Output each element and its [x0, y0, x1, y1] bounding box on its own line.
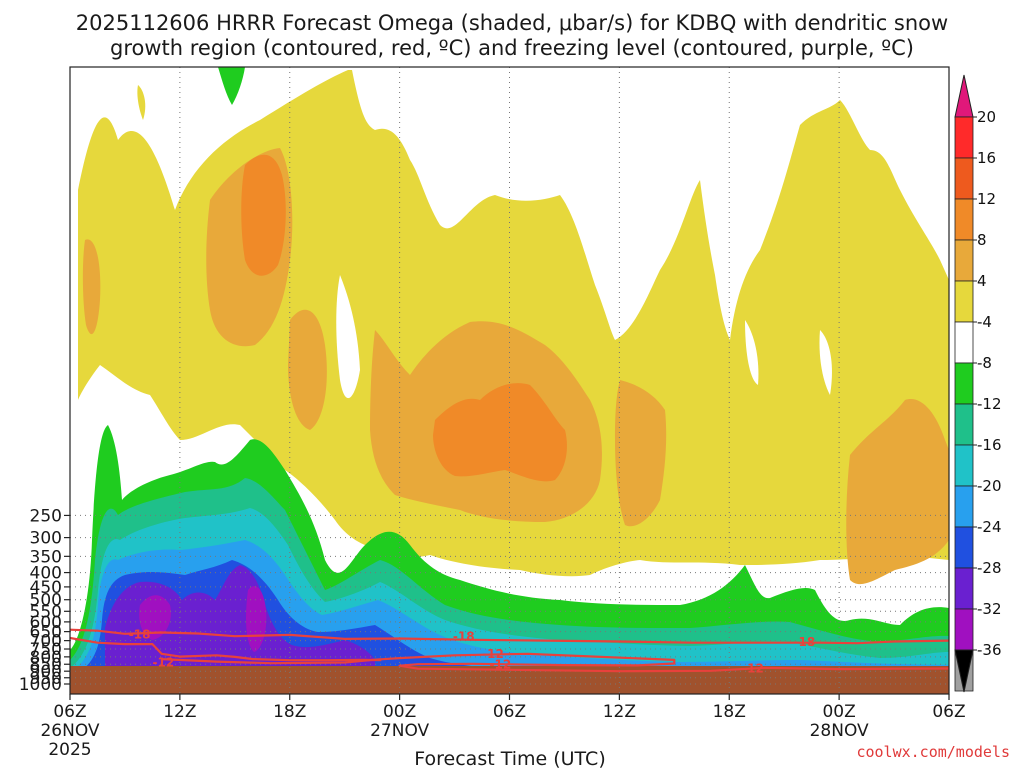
colorbar-label: 4	[977, 272, 987, 290]
colorbar-swatch	[954, 321, 974, 364]
y-tick-label: 850	[30, 655, 62, 675]
colorbar-label: -28	[977, 559, 1002, 577]
colorbar-label: -32	[977, 600, 1002, 618]
chart-title-line1: 2025112606 HRRR Forecast Omega (shaded, …	[76, 11, 948, 35]
colorbar-swatch	[954, 608, 974, 651]
y-tick-label: 400	[30, 564, 62, 584]
colorbar: 20 16 12 8 4 -4 -8 -12 -16 -20 -24 -28 -32 -36	[954, 74, 1002, 693]
x-tick-date: 28NOV	[810, 721, 869, 741]
contours	[70, 628, 949, 673]
contour-label: -12	[742, 661, 764, 675]
y-tick-label: 500	[30, 591, 62, 611]
y-tick-label: 1000	[19, 675, 62, 695]
colorbar-label: -4	[977, 313, 992, 331]
x-tick-date: 26NOV	[40, 721, 99, 741]
y-tick-label: 800	[30, 648, 62, 668]
colorbar-label: 16	[977, 149, 996, 167]
x-tick-label: 12Z	[163, 702, 196, 722]
y-tick-label: 900	[30, 662, 62, 682]
y-tick-label: 450	[30, 578, 62, 598]
y-tick-label: 550	[30, 602, 62, 622]
y-tick-label: 250	[30, 506, 62, 526]
x-tick-year: 2025	[48, 740, 91, 760]
y-tick-label: 350	[30, 547, 62, 567]
colorbar-swatch	[954, 526, 974, 569]
colorbar-swatch	[954, 116, 974, 159]
colorbar-top-arrow	[954, 74, 974, 118]
colorbar-label: -20	[977, 477, 1002, 495]
omega-region-4-8-left	[78, 70, 949, 577]
colorbar-label: 20	[977, 108, 996, 126]
colorbar-swatch	[954, 444, 974, 487]
x-axis-title: Forecast Time (UTC)	[414, 748, 605, 768]
colorbar-label: -24	[977, 518, 1002, 536]
contour-label: -12	[153, 656, 175, 670]
x-tick-label: 06Z	[493, 702, 526, 722]
omega-region-neg24-neg28	[105, 565, 375, 694]
x-tick-label: 06Z	[932, 702, 965, 722]
y-tick-label: 950	[30, 669, 62, 689]
colorbar-label: -36	[977, 641, 1002, 659]
x-tick-label: 00Z	[383, 702, 416, 722]
contour-line--18C	[70, 628, 949, 645]
contour-label: -18	[453, 630, 475, 644]
y-tick-label: 650	[30, 623, 62, 643]
omega-region-12-16	[241, 154, 567, 482]
credit-text: coolwx.com/models	[856, 743, 1010, 761]
chart-title-line2: growth region (contoured, red, ºC) and f…	[110, 36, 914, 60]
y-axis: 250 3003504004505005506006507007508008509…	[19, 506, 70, 695]
contour-label: -18	[793, 635, 815, 649]
contour-line--12C	[161, 652, 949, 673]
colorbar-label: 12	[977, 190, 996, 208]
y-tick-label: 700	[30, 632, 62, 652]
colorbar-swatch	[954, 198, 974, 241]
colorbar-swatch	[954, 239, 974, 282]
y-tick-label: 750	[30, 640, 62, 660]
contour-line--18C-lower	[70, 636, 382, 662]
colorbar-swatch	[954, 280, 974, 323]
y-tick-label: 600	[30, 613, 62, 633]
colorbar-bottom-arrow	[954, 649, 974, 693]
x-tick-date: 27NOV	[370, 721, 429, 741]
y-tick-label: 300	[30, 529, 62, 549]
contour-label: -12	[490, 658, 512, 672]
x-tick-label: 06Z	[53, 702, 86, 722]
x-tick-label: 18Z	[273, 702, 306, 722]
colorbar-label: -12	[977, 395, 1002, 413]
contour-label: -18	[129, 627, 151, 641]
colorbar-swatch	[954, 403, 974, 446]
colorbar-swatch	[954, 567, 974, 610]
omega-region-8-12	[82, 148, 949, 585]
x-tick-label: 18Z	[713, 702, 746, 722]
x-tick-label: 00Z	[822, 702, 855, 722]
colorbar-label: -16	[977, 436, 1002, 454]
contour-label: -12	[482, 647, 504, 661]
colorbar-swatch	[954, 362, 974, 405]
x-tick-label: 12Z	[603, 702, 636, 722]
colorbar-swatch	[954, 157, 974, 200]
colorbar-label: -8	[977, 354, 992, 372]
colorbar-swatch	[954, 485, 974, 528]
colorbar-label: 8	[977, 231, 987, 249]
contour-labels: -18 -18 -18-12-12-12 -12	[129, 627, 815, 675]
